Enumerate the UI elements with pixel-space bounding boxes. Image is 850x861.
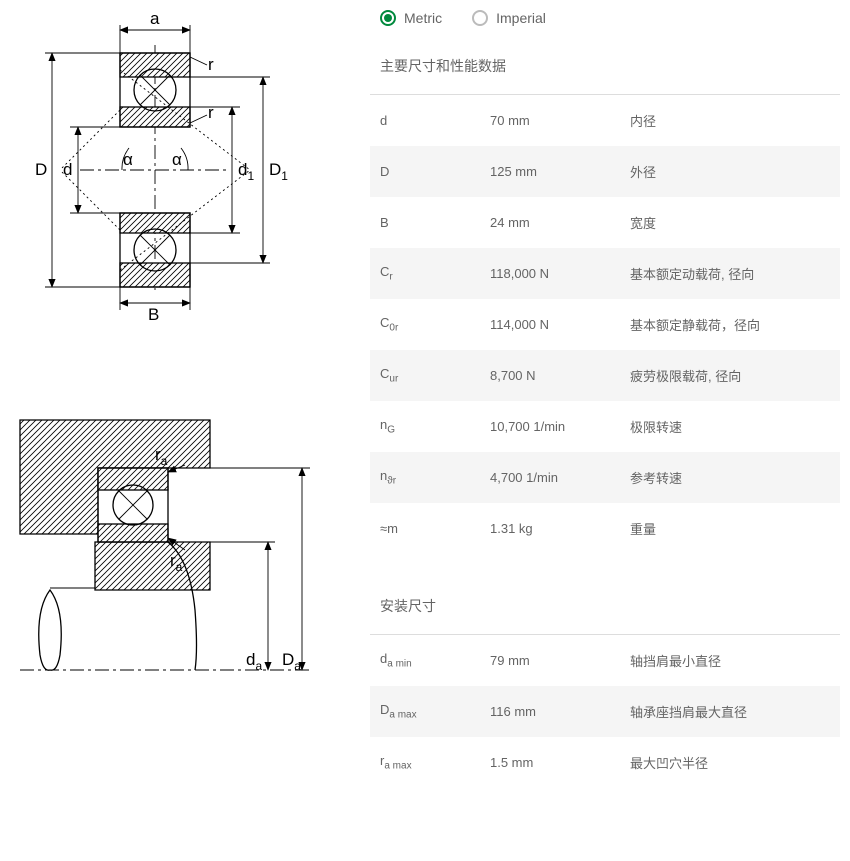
- spec-value: 114,000 N: [490, 317, 630, 332]
- spec-value: 4,700 1/min: [490, 470, 630, 485]
- spec-symbol: D: [380, 164, 490, 179]
- spec-symbol: da min: [380, 651, 490, 670]
- label-B: B: [148, 305, 159, 320]
- spec-desc: 疲劳极限载荷, 径向: [630, 366, 830, 385]
- label-d: d: [63, 160, 72, 179]
- spec-row: C0r114,000 N基本额定静载荷，径向: [370, 299, 840, 350]
- radio-imperial[interactable]: Imperial: [472, 10, 546, 26]
- spec-symbol: ra max: [380, 753, 490, 772]
- spec-desc: 宽度: [630, 213, 830, 232]
- label-r-bottom: r: [208, 103, 214, 122]
- spec-symbol: nϑr: [380, 468, 490, 487]
- spec-row: Cur8,700 N疲劳极限载荷, 径向: [370, 350, 840, 401]
- spec-value: 10,700 1/min: [490, 419, 630, 434]
- label-r-top: r: [208, 55, 214, 74]
- spec-desc: 极限转速: [630, 417, 830, 436]
- spec-desc: 内径: [630, 111, 830, 130]
- spec-value: 118,000 N: [490, 266, 630, 281]
- spec-row: B24 mm宽度: [370, 197, 840, 248]
- label-Da: Da: [282, 650, 301, 673]
- spec-row: nG10,700 1/min极限转速: [370, 401, 840, 452]
- label-alpha-right: α: [172, 150, 182, 169]
- bearing-cross-section-diagram: α α a B D d: [10, 10, 350, 320]
- label-D1: D1: [269, 160, 288, 183]
- spec-row: ra max1.5 mm最大凹穴半径: [370, 737, 840, 788]
- spec-value: 1.31 kg: [490, 521, 630, 536]
- spec-desc: 轴承座挡肩最大直径: [630, 702, 830, 721]
- spec-value: 125 mm: [490, 164, 630, 179]
- label-D: D: [35, 160, 47, 179]
- spec-symbol: B: [380, 215, 490, 230]
- spec-symbol: nG: [380, 417, 490, 436]
- spec-symbol: Cr: [380, 264, 490, 283]
- spec-desc: 外径: [630, 162, 830, 181]
- radio-icon: [380, 10, 396, 26]
- section-title: 主要尺寸和性能数据: [370, 56, 840, 95]
- label-d1: d1: [238, 160, 254, 183]
- spec-symbol: d: [380, 113, 490, 128]
- spec-value: 70 mm: [490, 113, 630, 128]
- label-alpha-left: α: [123, 150, 133, 169]
- spec-symbol: Da max: [380, 702, 490, 721]
- spec-desc: 基本额定动载荷, 径向: [630, 264, 830, 283]
- spec-value: 8,700 N: [490, 368, 630, 383]
- spec-value: 1.5 mm: [490, 755, 630, 770]
- spec-row: Da max116 mm轴承座挡肩最大直径: [370, 686, 840, 737]
- label-a: a: [150, 10, 160, 28]
- spec-value: 79 mm: [490, 653, 630, 668]
- spec-row: Cr118,000 N基本额定动载荷, 径向: [370, 248, 840, 299]
- spec-row: ≈m1.31 kg重量: [370, 503, 840, 554]
- spec-symbol: ≈m: [380, 521, 490, 536]
- section-title: 安装尺寸: [370, 596, 840, 635]
- spec-desc: 参考转速: [630, 468, 830, 487]
- spec-symbol: C0r: [380, 315, 490, 334]
- spec-desc: 最大凹穴半径: [630, 753, 830, 772]
- spec-desc: 基本额定静载荷，径向: [630, 315, 830, 334]
- spec-row: nϑr4,700 1/min参考转速: [370, 452, 840, 503]
- spec-value: 116 mm: [490, 704, 630, 719]
- unit-toggle: Metric Imperial: [370, 10, 840, 26]
- mounting-diagram: ra ra da Da: [10, 410, 350, 690]
- spec-symbol: Cur: [380, 366, 490, 385]
- spec-desc: 轴挡肩最小直径: [630, 651, 830, 670]
- radio-label-imperial: Imperial: [496, 10, 546, 26]
- spec-row: D125 mm外径: [370, 146, 840, 197]
- spec-desc: 重量: [630, 519, 830, 538]
- spec-row: d70 mm内径: [370, 95, 840, 146]
- radio-label-metric: Metric: [404, 10, 442, 26]
- spec-value: 24 mm: [490, 215, 630, 230]
- spec-row: da min79 mm轴挡肩最小直径: [370, 635, 840, 686]
- radio-metric[interactable]: Metric: [380, 10, 442, 26]
- radio-icon: [472, 10, 488, 26]
